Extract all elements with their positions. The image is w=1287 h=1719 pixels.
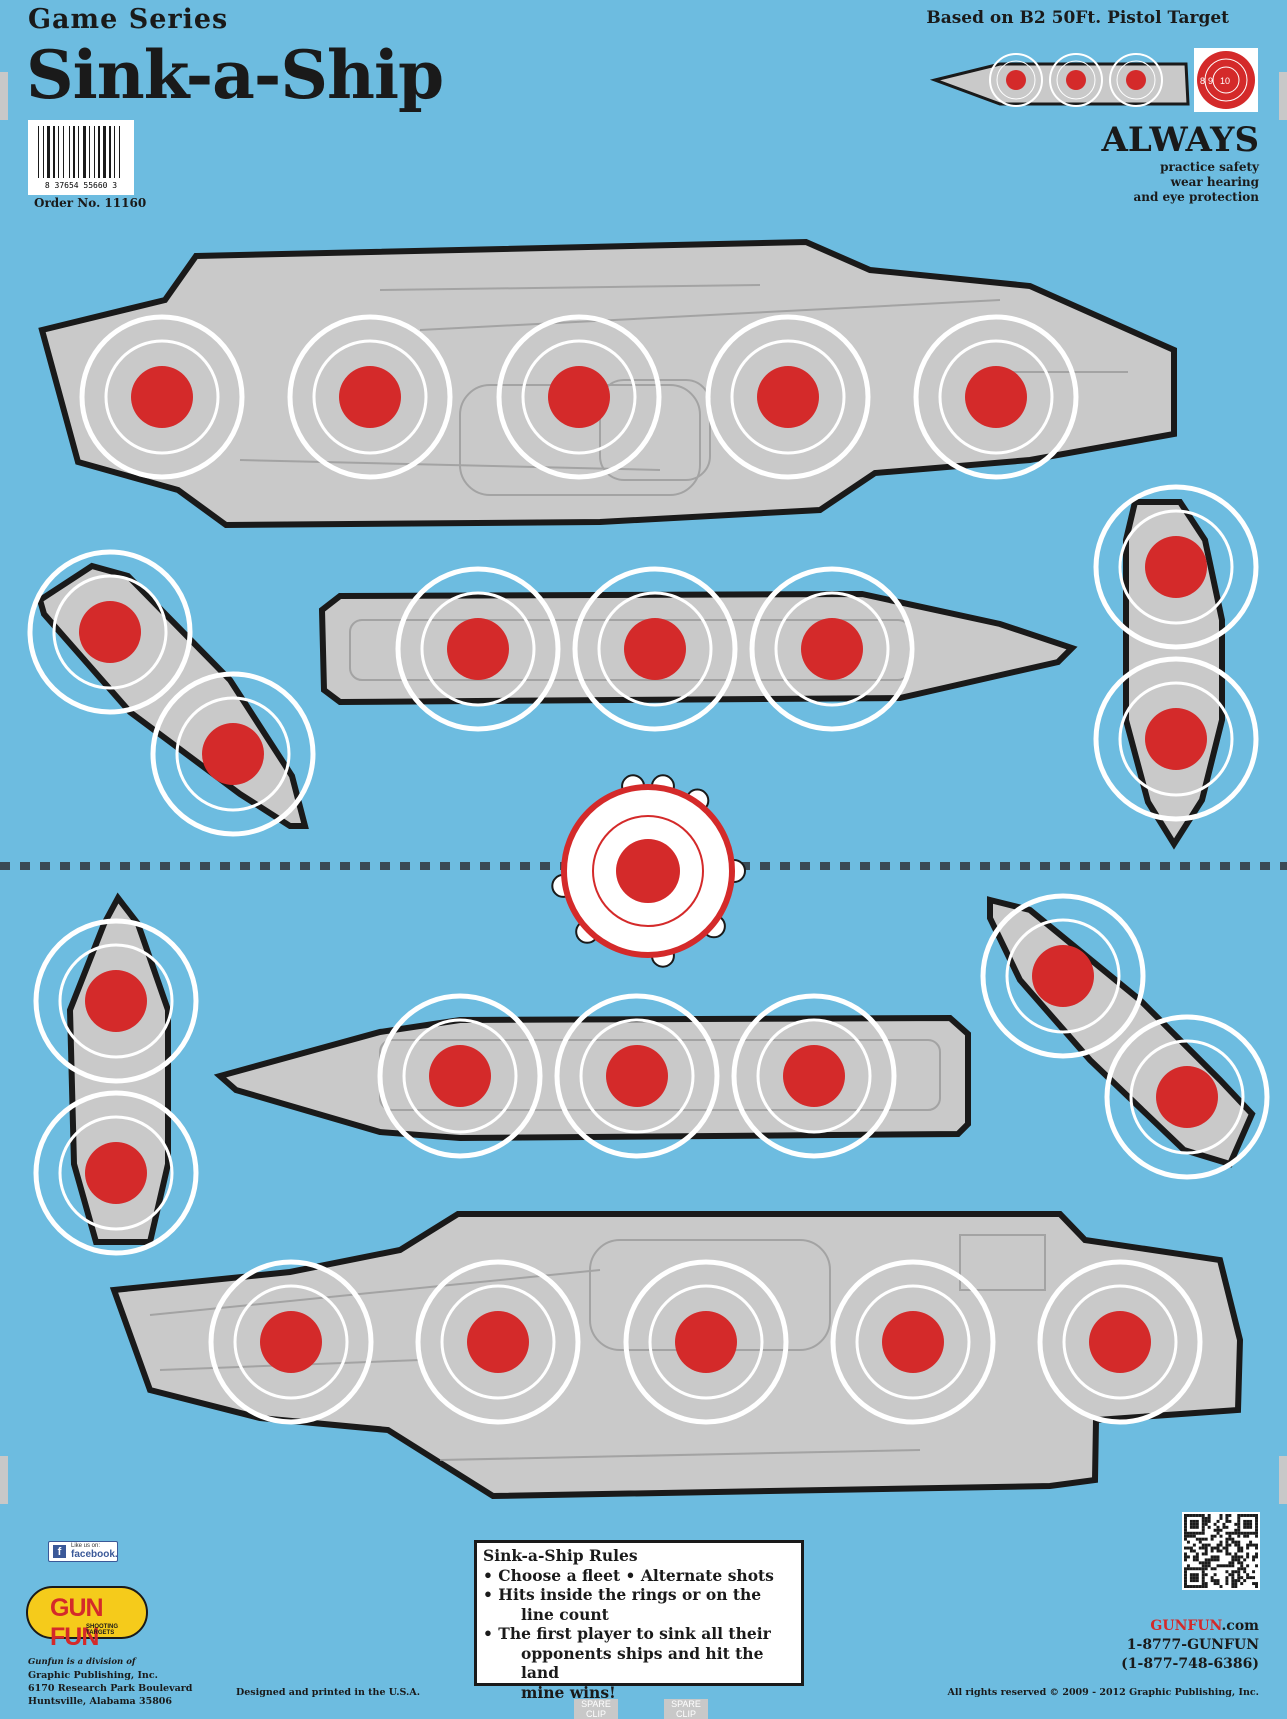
target-15[interactable]: [377, 993, 543, 1159]
facebook-small-text: Like us on:: [71, 1543, 101, 1549]
cruiser-bottom-hull: [213, 1014, 971, 1142]
target-2[interactable]: [287, 314, 453, 480]
company-line-1: Graphic Publishing, Inc.: [28, 1670, 158, 1681]
target-1[interactable]: [79, 314, 245, 480]
target-16[interactable]: [554, 993, 720, 1159]
gunfun-logo: GUN FUN SHOOTING TARGETS: [26, 1586, 148, 1651]
facebook-icon: f: [53, 1545, 66, 1558]
copyright: All rights reserved © 2009 - 2012 Graphi…: [947, 1687, 1259, 1698]
safety-line-3: and eye protection: [1133, 190, 1259, 204]
carrier-top-hull: [38, 238, 1177, 529]
clip-tab-right-bottom: [1279, 1456, 1287, 1504]
target-13[interactable]: [33, 918, 199, 1084]
website-link[interactable]: GUNFUN.com: [1121, 1617, 1259, 1636]
legend-target-3: [1109, 53, 1163, 107]
target-9[interactable]: [572, 566, 738, 732]
target-19[interactable]: [1104, 1014, 1270, 1180]
target-3[interactable]: [496, 314, 662, 480]
ship-targets: [27, 314, 1270, 1425]
carrier-bottom-hull: [109, 1211, 1244, 1500]
target-20[interactable]: [208, 1259, 374, 1425]
safety-notice: practice safety wear hearing and eye pro…: [1059, 160, 1259, 205]
rule-line-6: mine wins!: [521, 1682, 616, 1702]
designed-note: Designed and printed in the U.S.A.: [236, 1687, 421, 1698]
page-title: Sink-a-Ship: [26, 36, 444, 114]
target-22[interactable]: [623, 1259, 789, 1425]
rule-line-4: • The first player to sink all their: [483, 1624, 771, 1643]
ring-10-label: 10: [1220, 76, 1230, 86]
logo-name: GUN FUN: [50, 1594, 104, 1651]
series-label: Game Series: [28, 4, 229, 35]
legend-target-1: [989, 53, 1043, 107]
spare-clip-1: SPARE CLIP: [574, 1699, 618, 1719]
spare-clip-2: SPARE CLIP: [664, 1699, 708, 1719]
legend-ship-icon: [929, 62, 1190, 106]
destroyer-top-left-hull: [36, 562, 309, 829]
website-rest: .com: [1221, 1618, 1259, 1634]
website-red: GUNFUN: [1150, 1618, 1222, 1634]
rule-line-3: line count: [521, 1604, 609, 1624]
safety-line-2: wear hearing: [1170, 175, 1259, 189]
target-5[interactable]: [913, 314, 1079, 480]
rule-line-1: • Choose a fleet • Alternate shots: [483, 1565, 774, 1585]
always-label: ALWAYS: [1101, 120, 1260, 160]
legend-targets: [989, 53, 1163, 107]
barcode-graphic: 8 37654 55660 3: [38, 126, 120, 190]
target-11[interactable]: [1093, 484, 1259, 650]
facebook-button[interactable]: f Like us on: facebook.: [48, 1541, 118, 1562]
facebook-name: facebook.: [71, 1549, 118, 1560]
company-info: Gunfun is a division of Graphic Publishi…: [28, 1656, 192, 1708]
barcode: 8 37654 55660 3: [28, 120, 134, 195]
land-mine[interactable]: [551, 774, 746, 968]
qr-graphic: [1184, 1514, 1258, 1588]
target-8[interactable]: [395, 566, 561, 732]
target-12[interactable]: [1093, 656, 1259, 822]
company-division: Gunfun is a division of: [28, 1657, 136, 1667]
company-line-2: 6170 Research Park Boulevard: [28, 1683, 193, 1694]
target-17[interactable]: [731, 993, 897, 1159]
target-24[interactable]: [1037, 1259, 1203, 1425]
logo-sub: SHOOTING TARGETS: [86, 1624, 119, 1636]
rule-line-5: opponents ships and hit the land: [521, 1643, 764, 1683]
legend-target-2: [1049, 53, 1103, 107]
clip-tab-left-bottom: [0, 1456, 8, 1504]
qr-code[interactable]: [1182, 1512, 1260, 1590]
based-on-label: Based on B2 50Ft. Pistol Target: [926, 8, 1229, 28]
legend-bullseye: 8 9 10: [1194, 48, 1258, 112]
rule-line-2: • Hits inside the rings or on the: [483, 1585, 762, 1604]
safety-line-1: practice safety: [1160, 160, 1259, 174]
clip-tab-left-top: [0, 72, 8, 120]
order-number: Order No. 11160: [34, 196, 147, 210]
target-4[interactable]: [705, 314, 871, 480]
phone-2: (1-877-748-6386): [1121, 1656, 1259, 1672]
target-18[interactable]: [980, 893, 1146, 1059]
contact-info: GUNFUN.com 1-8777-GUNFUN (1-877-748-6386…: [1121, 1617, 1259, 1674]
phone-1: 1-8777-GUNFUN: [1126, 1637, 1259, 1653]
rules-box: Sink-a-Ship Rules • Choose a fleet • Alt…: [474, 1540, 804, 1702]
company-line-3: Huntsville, Alabama 35806: [28, 1696, 173, 1707]
ring-8-label: 8: [1200, 76, 1205, 86]
ring-9-label: 9: [1208, 76, 1213, 86]
target-6[interactable]: [27, 549, 193, 715]
target-7[interactable]: [150, 671, 316, 837]
clip-tab-right-top: [1279, 72, 1287, 120]
rules-title: Sink-a-Ship Rules: [483, 1546, 638, 1565]
target-10[interactable]: [749, 566, 915, 732]
target-23[interactable]: [830, 1259, 996, 1425]
target-14[interactable]: [33, 1090, 199, 1256]
barcode-number: 8 37654 55660 3: [45, 181, 117, 190]
target-21[interactable]: [415, 1259, 581, 1425]
